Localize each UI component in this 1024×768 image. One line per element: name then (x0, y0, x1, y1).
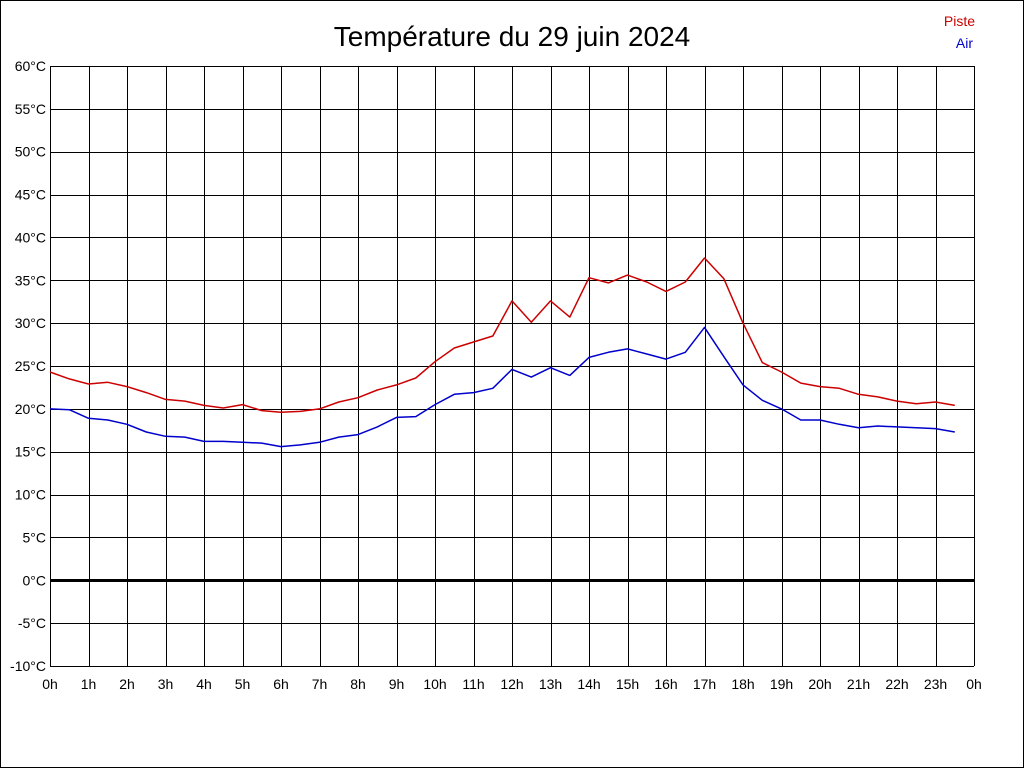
x-tick-label: 14h (577, 676, 600, 692)
x-tick-label: 18h (731, 676, 754, 692)
x-tick-label: 10h (423, 676, 446, 692)
y-tick-label: 50°C (15, 144, 46, 160)
x-tick-label: 17h (693, 676, 716, 692)
y-tick-label: 55°C (15, 101, 46, 117)
y-tick-label: 0°C (23, 572, 47, 588)
x-tick-label: 20h (808, 676, 831, 692)
x-tick-label: 7h (312, 676, 328, 692)
series-group (49, 257, 955, 448)
x-tick-label: 3h (158, 676, 174, 692)
grid (50, 66, 975, 667)
x-tick-label: 4h (196, 676, 212, 692)
x-tick-label: 0h (42, 676, 58, 692)
x-tick-label: 23h (924, 676, 947, 692)
y-tick-label: 30°C (15, 315, 46, 331)
y-tick-label: 20°C (15, 401, 46, 417)
y-tick-label: 35°C (15, 272, 46, 288)
x-tick-label: 19h (770, 676, 793, 692)
x-tick-label: 8h (350, 676, 366, 692)
x-tick-label: 11h (462, 676, 484, 692)
y-tick-label: 15°C (15, 444, 46, 460)
legend-air: Air (956, 35, 973, 51)
x-tick-label: 15h (616, 676, 639, 692)
x-tick-label: 6h (273, 676, 289, 692)
x-tick-label: 12h (500, 676, 523, 692)
series-line-air (49, 326, 955, 448)
x-tick-label: 16h (654, 676, 677, 692)
x-tick-label: 2h (119, 676, 135, 692)
y-tick-label: 10°C (15, 487, 46, 503)
y-tick-label: 5°C (23, 529, 47, 545)
x-tick-label: 22h (885, 676, 908, 692)
y-tick-label: 45°C (15, 187, 46, 203)
x-tick-label: 5h (235, 676, 251, 692)
y-tick-label: 25°C (15, 358, 46, 374)
chart-title: Température du 29 juin 2024 (334, 21, 690, 52)
y-tick-label: -5°C (18, 615, 46, 631)
y-tick-label: 40°C (15, 229, 46, 245)
x-tick-label: 21h (847, 676, 870, 692)
y-tick-label: -10°C (10, 658, 46, 674)
x-tick-label: 1h (81, 676, 97, 692)
x-tick-label: 9h (389, 676, 405, 692)
y-axis-ticks: 60°C 55°C 50°C 45°C 40°C 35°C 30°C 25°C 20°C 15°C… (10, 58, 46, 674)
x-tick-label: 0h (966, 676, 982, 692)
legend-piste: Piste (944, 13, 975, 29)
series-line-piste (49, 257, 955, 414)
y-tick-label: 60°C (15, 58, 46, 74)
x-axis-ticks: 0h 1h 2h 3h 4h 5h 6h 7h 8h 9h 10h 11h 12h 13h 14h 15h 16… (42, 676, 982, 692)
x-tick-label: 13h (539, 676, 562, 692)
